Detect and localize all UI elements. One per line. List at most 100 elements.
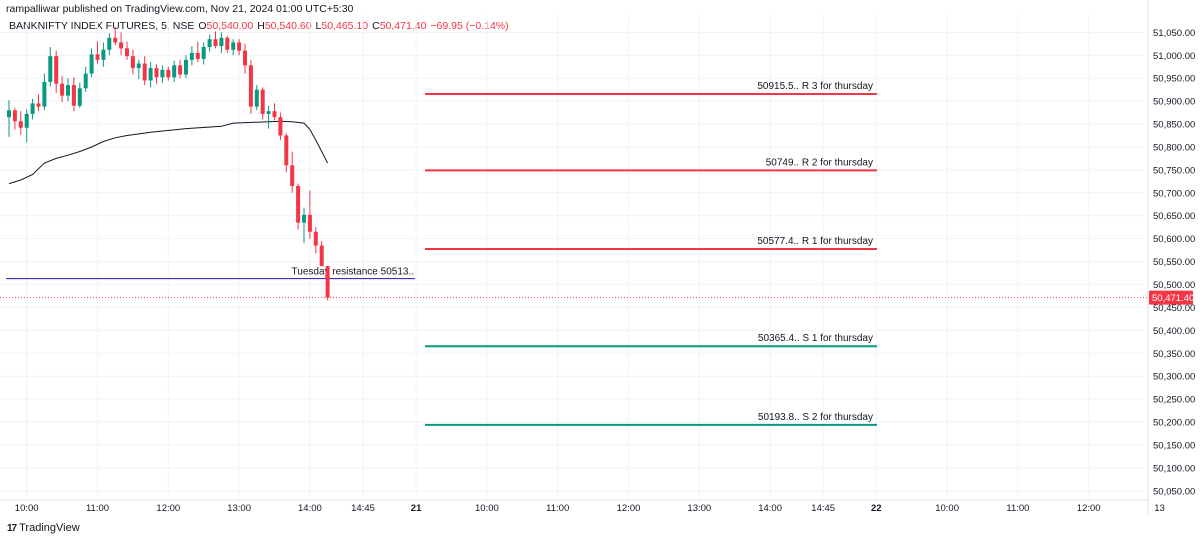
candle-body [60,83,65,96]
x-tick-label: 22 [871,503,882,514]
y-tick-label: 50,100.00 [1153,463,1195,474]
close-value: 50,471.40 [379,20,427,32]
y-tick-label: 50,150.00 [1153,440,1195,451]
candle-body [95,54,100,60]
candle-body [12,110,17,122]
close-label: C [372,20,380,32]
candle-body [319,245,324,267]
candle-body [130,56,135,69]
candle-body [231,42,236,50]
candle-body [260,89,265,114]
candle-body [136,63,141,69]
candle-body [272,111,277,118]
candle-body [160,69,165,78]
support-level-label: 50193.8.. S 2 for thursday [758,412,873,423]
x-tick-label: 14:00 [298,503,322,514]
x-tick-label: 10:00 [15,503,39,514]
y-tick-label: 50,400.00 [1153,326,1195,337]
y-tick-label: 51,050.00 [1153,28,1195,39]
y-tick-label: 50,700.00 [1153,188,1195,199]
candle-body [266,111,271,114]
candle-body [313,231,318,246]
candle-body [254,89,259,107]
candle-body [284,135,289,166]
candle-body [101,49,106,60]
y-tick-label: 50,300.00 [1153,372,1195,383]
resistance-level-label: 50915.5.. R 3 for thursday [757,81,873,92]
candle-body [302,214,306,223]
candle-body [107,37,112,50]
x-tick-label: 12:00 [617,503,641,514]
candle-body [89,54,94,74]
low-label: L [315,20,322,32]
x-tick-label: 10:00 [935,503,959,514]
high-value: 50,540.60 [264,20,312,32]
y-tick-label: 50,200.00 [1153,418,1195,429]
candle-body [172,65,177,78]
tradingview-logo-text: TradingView [19,522,80,534]
candle-body [142,63,147,81]
candle-body [237,42,242,51]
candle-body [113,37,118,43]
candle-body [307,214,312,232]
support-level-label: 50365.4.. S 1 for thursday [758,333,873,344]
tradingview-logo[interactable]: 17 TradingView [7,522,80,534]
vwap-line [8,120,329,185]
last-price-tag [1149,290,1193,305]
candle-body [195,52,200,59]
x-tick-label: 11:00 [1006,503,1029,514]
candle-body [290,165,295,186]
high-label: H [257,20,265,32]
x-tick-label: 14:00 [758,503,782,514]
candle-body [184,59,188,75]
symbol-legend: BANKNIFTY INDEX FUTURES, 5, NSE O 50,540… [9,20,509,32]
y-tick-label: 50,750.00 [1153,165,1195,176]
candle-body [42,81,47,107]
candle-body [296,185,301,223]
y-tick-label: 50,350.00 [1153,349,1195,360]
y-tick-label: 50,600.00 [1153,234,1195,245]
x-tick-label: 11:00 [546,503,569,514]
y-tick-label: 50,900.00 [1153,97,1195,108]
candle-body [71,85,76,106]
candle-body [54,56,59,84]
candle-body [77,88,82,106]
symbol-name[interactable]: BANKNIFTY INDEX FUTURES, 5, NSE [9,20,195,32]
x-tick-label: 13:00 [227,503,251,514]
candle-body [154,68,159,78]
low-value: 50,465.10 [321,20,369,32]
candle-body [189,52,194,60]
x-tick-label: 12:00 [1077,503,1101,514]
candle-body [48,56,53,82]
x-tick-label: 21 [411,503,422,514]
resistance-level-label: 50749.. R 2 for thursday [766,157,873,168]
x-tick-label: 13:00 [687,503,711,514]
publisher-line: rampalliwar published on TradingView.com… [6,3,354,15]
candle-body [66,85,70,96]
candle-body [243,50,247,66]
y-tick-label: 50,950.00 [1153,74,1195,85]
candle-body [119,42,124,49]
candle-body [213,39,218,47]
change-value: −69.95 (−0.14%) [430,20,509,32]
x-tick-label: 10:00 [475,503,499,514]
candle-body [325,266,330,298]
open-value: 50,540.00 [206,20,254,32]
x-tick-label: 13 [1154,503,1165,514]
candle-body [24,113,29,128]
y-tick-label: 50,250.00 [1153,395,1195,406]
y-tick-label: 50,800.00 [1153,142,1195,153]
candle-body [278,117,283,136]
y-tick-label: 51,000.00 [1153,51,1195,62]
candle-body [248,65,253,107]
y-tick-label: 50,050.00 [1153,486,1195,497]
resistance-level-label: 50577.4.. R 1 for thursday [757,236,873,247]
tuesday-resistance-label: Tuesday resistance 50513.. [292,267,414,278]
candle-body [36,103,41,107]
candle-body [83,73,88,89]
y-tick-label: 50,650.00 [1153,211,1195,222]
candle-body [201,47,206,59]
candle-body [166,69,171,78]
last-price-label: 50,471.40 [1152,293,1194,304]
